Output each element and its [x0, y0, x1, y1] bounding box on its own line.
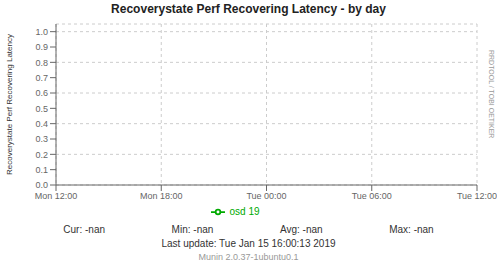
- svg-text:1.0: 1.0: [35, 27, 48, 37]
- svg-text:Tue 12:00: Tue 12:00: [457, 191, 489, 201]
- html-text:Last update: Tue Jan 15 16:00:: Last update: Tue Jan 15 16:00:13 2019: [161, 238, 336, 249]
- svg-text:Mon 18:00: Mon 18:00: [140, 191, 183, 201]
- svg-text:Mon 12:00: Mon 12:00: [35, 191, 78, 201]
- html-text:RRDTOOL / TOBI OETIKER: RRDTOOL / TOBI OETIKER: [488, 50, 495, 139]
- html-text:Max: -nan: Max: -nan: [389, 224, 434, 235]
- svg-text:0.6: 0.6: [35, 88, 48, 98]
- html-text:Min: -nan: Min: -nan: [171, 224, 214, 235]
- svg-text:0.1: 0.1: [35, 165, 48, 175]
- html-text:Avg: -nan: Avg: -nan: [279, 224, 323, 235]
- svg-text:Tue 06:00: Tue 06:00: [352, 191, 392, 201]
- svg-text:0.8: 0.8: [35, 58, 48, 68]
- svg-text:0.3: 0.3: [35, 134, 48, 144]
- svg-text:0.5: 0.5: [35, 104, 48, 114]
- svg-text:Tue 00:00: Tue 00:00: [246, 191, 286, 201]
- svg-text:Recoverystate Perf Recovering: Recoverystate Perf Recovering Latency: [8, 34, 14, 175]
- svg-text:0.2: 0.2: [35, 150, 48, 160]
- html-text:Cur: -nan: Cur: -nan: [63, 224, 105, 235]
- svg-text:0.7: 0.7: [35, 73, 48, 83]
- html-text:Munin 2.0.37-1ubuntu0.1: Munin 2.0.37-1ubuntu0.1: [198, 252, 299, 262]
- svg-text:0.4: 0.4: [35, 119, 48, 129]
- html-text:osd 19: osd 19: [229, 205, 260, 217]
- html-text:Recoverystate Perf Recovering: Recoverystate Perf Recovering Latency - …: [111, 2, 386, 16]
- svg-text:0.0: 0.0: [35, 180, 48, 190]
- svg-text:0.9: 0.9: [35, 42, 48, 52]
